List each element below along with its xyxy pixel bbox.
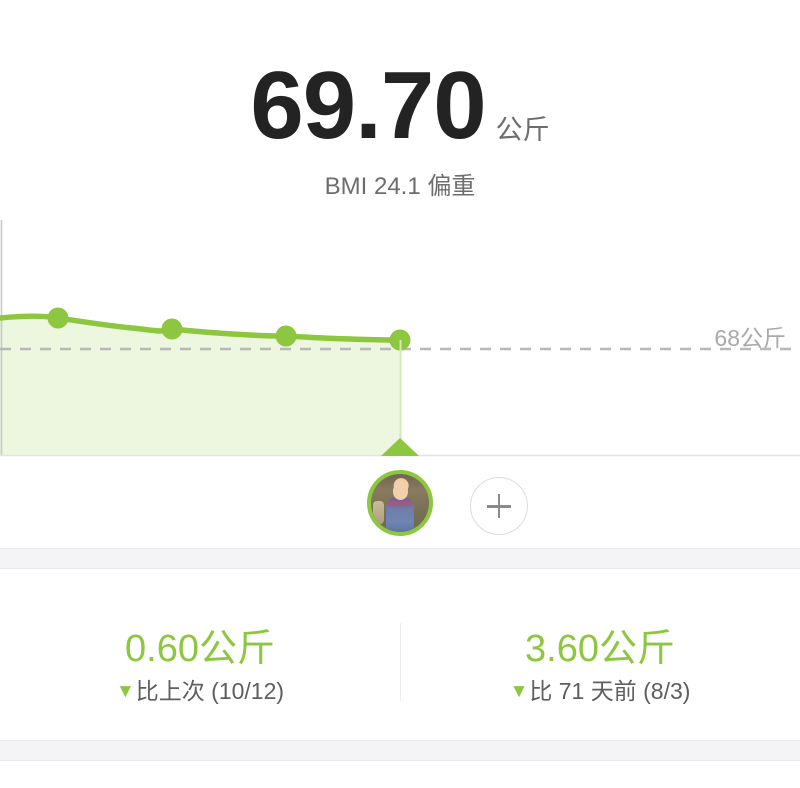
chart-point-marker[interactable] [275,325,297,347]
current-weight-row: 69.70 公斤 [0,58,800,154]
chart-goal-label: 68公斤 [714,325,786,351]
chart-point-marker[interactable] [161,318,183,340]
chart-current-pointer-triangle [381,438,419,456]
bmi-text: BMI 24.1 偏重 [324,173,476,200]
weight-chart[interactable]: 68公斤 [0,212,800,457]
section-separator-top [0,548,800,569]
weight-header: 69.70 公斤 BMI 24.1 偏重 [0,0,800,212]
current-weight-unit: 公斤 [495,115,550,145]
chart-area-fill [0,316,400,455]
stat-since-last[interactable]: 0.60公斤 ▼比上次 (10/12) [0,569,400,740]
avatar-strip [0,457,800,548]
stat-since-last-sub-text: 比上次 (10/12) [135,678,285,704]
stat-since-last-value: 0.60公斤 [125,628,275,670]
user-avatar[interactable] [367,470,433,536]
avatar-photo-sash [388,500,412,506]
stat-since-days-ago-value: 3.60公斤 [525,628,675,670]
add-entry-button[interactable] [470,477,528,535]
down-arrow-icon: ▼ [509,681,529,702]
stat-since-last-label: ▼比上次 (10/12) [0,672,400,706]
plus-icon [497,494,501,518]
down-arrow-icon: ▼ [115,681,135,702]
avatar-photo-background-object [373,500,384,524]
avatar-photo-head [393,483,409,500]
avatar-photo [371,474,429,532]
stats-divider [400,623,401,701]
stat-since-days-ago-label: ▼比 71 天前 (8/3) [400,672,800,706]
stat-since-days-ago[interactable]: 3.60公斤 ▼比 71 天前 (8/3) [400,569,800,740]
chart-point-marker[interactable] [47,307,69,329]
weight-chart-svg[interactable] [0,212,800,457]
stat-since-days-ago-sub-text: 比 71 天前 (8/3) [529,678,691,704]
current-weight-value: 69.70 [250,52,486,159]
section-separator-bottom [0,740,800,761]
